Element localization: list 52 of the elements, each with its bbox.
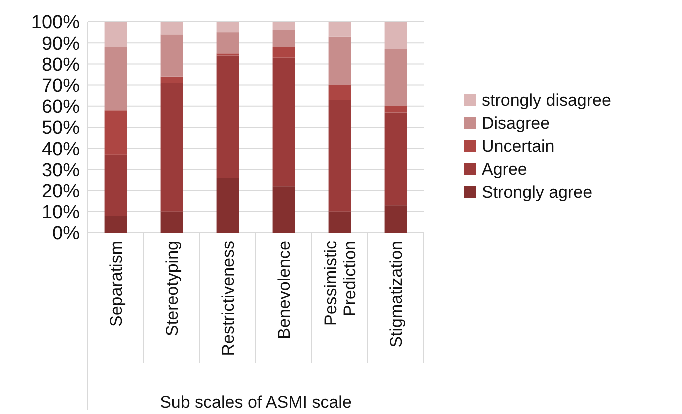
legend-label: strongly disagree — [482, 90, 612, 110]
bar — [104, 154, 128, 216]
bar — [384, 112, 408, 206]
bar — [216, 32, 240, 54]
bar — [328, 36, 352, 86]
bar — [272, 47, 296, 58]
y-tick-label: 50% — [42, 118, 80, 140]
x-tick-label: Separatism — [106, 241, 126, 327]
bar — [160, 34, 184, 77]
bar — [328, 212, 352, 233]
bar — [104, 110, 128, 155]
y-tick-label: 10% — [42, 202, 80, 224]
y-tick-label: 100% — [31, 12, 80, 34]
legend-label: Uncertain — [482, 136, 555, 156]
bar — [216, 22, 240, 33]
bar — [216, 178, 240, 233]
bar — [160, 212, 184, 233]
bar — [384, 49, 408, 106]
bar — [104, 47, 128, 111]
bar — [272, 30, 296, 48]
y-tick-label: 60% — [42, 97, 80, 118]
y-tick-label: 30% — [42, 160, 80, 182]
y-tick-label: 80% — [42, 54, 80, 76]
legend-label: Disagree — [482, 114, 550, 133]
bar — [216, 56, 240, 178]
bar — [272, 58, 296, 187]
y-tick-label: 90% — [42, 34, 80, 55]
bar — [272, 186, 296, 233]
bar — [104, 22, 128, 48]
x-axis-title: Sub scales of ASMI scale — [160, 393, 352, 412]
x-tick-label: Stereotyping — [162, 241, 182, 336]
x-tick-label: Restrictiveness — [218, 241, 238, 356]
y-tick-label: 0% — [52, 224, 80, 245]
y-tick-label: 20% — [42, 181, 80, 202]
y-tick-label: 70% — [42, 76, 80, 97]
bar — [384, 206, 408, 233]
legend-label: Strongly agree — [482, 182, 593, 202]
bar — [384, 106, 408, 113]
x-tick-label: Stigmatization — [386, 241, 406, 348]
bar — [328, 22, 352, 37]
bar — [104, 216, 128, 233]
y-tick-label: 40% — [42, 139, 80, 160]
bar — [328, 85, 352, 100]
bar — [328, 100, 352, 212]
bar — [160, 22, 184, 35]
x-tick-label: Benevolence — [274, 241, 294, 340]
bar — [272, 22, 296, 30]
bar — [160, 83, 184, 212]
bar — [160, 76, 184, 84]
x-tick-label: Pessimistic Prediction — [322, 240, 360, 326]
legend-label: Agree — [482, 160, 528, 179]
bar — [384, 22, 408, 50]
